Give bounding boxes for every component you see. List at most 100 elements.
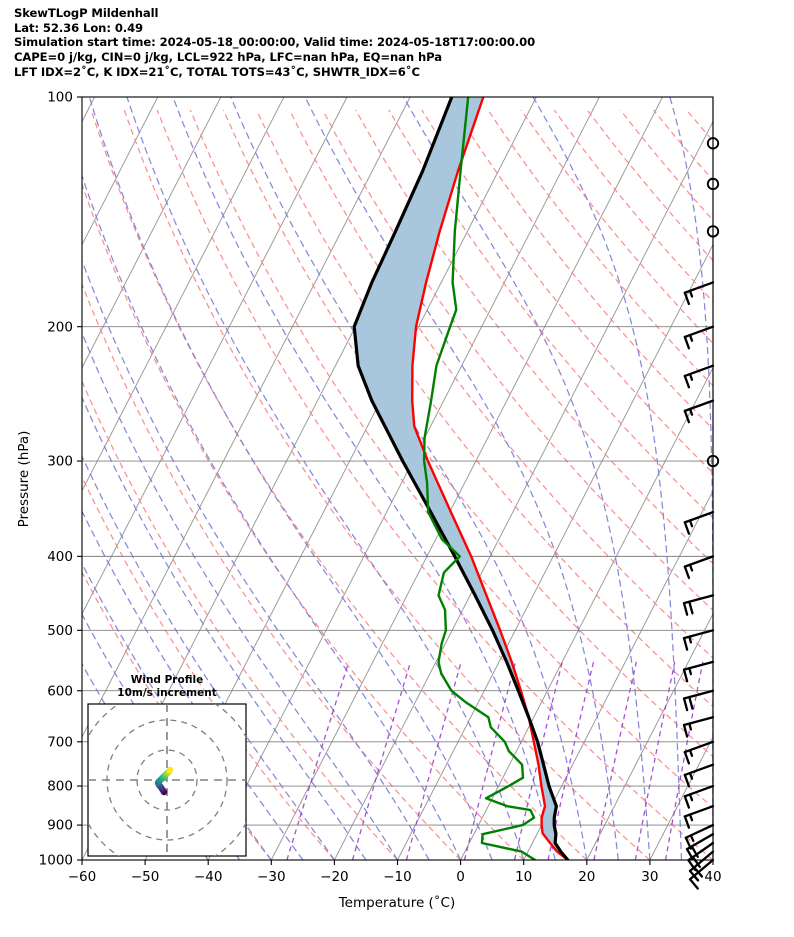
wind-barb bbox=[683, 763, 715, 788]
y-tick-label: 400 bbox=[47, 549, 73, 565]
dry-adiabat-line bbox=[255, 109, 713, 708]
moist-adiabat-line bbox=[172, 97, 556, 860]
barb-full-flag bbox=[683, 335, 691, 350]
wind-barb bbox=[682, 660, 715, 683]
x-tick-label: 0 bbox=[456, 869, 465, 885]
x-tick-label: 30 bbox=[641, 869, 658, 885]
dry-adiabat-line bbox=[82, 570, 272, 860]
x-tick-label: 10 bbox=[515, 869, 532, 885]
y-tick-label: 300 bbox=[47, 454, 73, 470]
x-tick-label: −20 bbox=[320, 869, 349, 885]
barb-half-flag bbox=[688, 372, 694, 381]
barb-full-flag bbox=[683, 291, 691, 306]
hodograph-content bbox=[88, 704, 246, 856]
barb-full-flag bbox=[691, 855, 701, 869]
background-grid-lines bbox=[82, 97, 794, 860]
barb-full-flag bbox=[687, 859, 697, 872]
header-latlon: Lat: 52.36 Lon: 0.49 bbox=[14, 20, 144, 35]
x-tick-label: −60 bbox=[68, 869, 97, 885]
barb-full-flag bbox=[684, 836, 693, 850]
wind-barb bbox=[683, 510, 715, 535]
isotherm-line bbox=[82, 97, 411, 738]
isotherm-line bbox=[397, 243, 713, 860]
isotherm-line bbox=[270, 97, 663, 860]
moist-adiabat-line bbox=[82, 509, 304, 860]
isotherm-line bbox=[460, 366, 713, 860]
dewpoint-profile-line bbox=[422, 97, 537, 860]
mixing-ratio-line bbox=[664, 661, 704, 860]
header-times: Simulation start time: 2024-05-18_00:00:… bbox=[14, 35, 536, 50]
dry-adiabat-line bbox=[421, 109, 713, 474]
barb-half-flag bbox=[688, 519, 694, 528]
moist-adiabat-line bbox=[82, 258, 430, 860]
barb-full-flag bbox=[682, 602, 689, 616]
wind-barb bbox=[683, 325, 715, 350]
y-tick-label: 600 bbox=[47, 683, 73, 699]
header-indices-line: LFT IDX=2˚C, K IDX=21˚C, TOTAL TOTS=43˚C… bbox=[14, 64, 420, 79]
x-tick-label: −30 bbox=[257, 869, 286, 885]
barb-half-flag bbox=[688, 289, 694, 298]
moist-adiabat-line bbox=[532, 97, 683, 860]
barb-full-flag bbox=[688, 695, 694, 710]
temperature-profile-line bbox=[352, 97, 570, 860]
inset-title-line1: Wind Profile bbox=[131, 674, 203, 686]
isotherm-line bbox=[82, 97, 159, 246]
y-tick-label: 700 bbox=[47, 734, 73, 750]
isotherm-line bbox=[712, 859, 713, 860]
wind-barb bbox=[683, 805, 715, 829]
dry-adiabat-line bbox=[289, 109, 713, 659]
hodograph-point bbox=[166, 766, 174, 773]
dry-adiabat-line bbox=[82, 379, 398, 860]
y-tick-label: 800 bbox=[47, 779, 73, 795]
barb-full-flag bbox=[682, 636, 689, 651]
wind-barb bbox=[685, 833, 715, 861]
barb-half-flag bbox=[688, 793, 694, 802]
wind-barb bbox=[682, 689, 715, 712]
barb-half-flag bbox=[689, 834, 695, 843]
dry-adiabat-line bbox=[355, 109, 713, 565]
moist-adiabat-line bbox=[745, 97, 768, 860]
barb-full-flag bbox=[682, 668, 689, 683]
wind-barb bbox=[683, 784, 715, 809]
y-tick-label: 900 bbox=[47, 818, 73, 834]
moist-adiabat-line bbox=[403, 97, 651, 860]
x-tick-label: −40 bbox=[194, 869, 223, 885]
isotherm-line bbox=[523, 489, 713, 860]
y-tick-label: 200 bbox=[47, 319, 73, 335]
moist-adiabat-line bbox=[82, 173, 462, 860]
dry-adiabat-line bbox=[786, 110, 794, 860]
y-tick-label: 1000 bbox=[39, 853, 73, 869]
wind-barb bbox=[682, 629, 715, 651]
moist-adiabat-line bbox=[82, 331, 399, 860]
x-axis-ticks: −60 −50 −40 −30 −20 −10 0 10 20 30 40 bbox=[68, 860, 722, 885]
barb-full-flag bbox=[683, 521, 691, 535]
isotherm-line bbox=[333, 120, 713, 860]
barb-full-flag bbox=[688, 600, 694, 615]
cape-shaded-region bbox=[354, 97, 568, 860]
x-tick-label: 20 bbox=[578, 869, 595, 885]
dry-adiabat-line bbox=[322, 109, 713, 612]
y-axis-ticks: 100 200 300 400 500 600 700 800 900 1000 bbox=[39, 90, 82, 869]
barb-half-flag bbox=[688, 563, 694, 572]
x-axis-title: Temperature (˚C) bbox=[338, 894, 456, 911]
isotherm-line bbox=[82, 97, 222, 369]
wind-barb bbox=[683, 281, 715, 306]
barb-full-flag bbox=[682, 697, 689, 712]
barb-half-flag bbox=[688, 749, 694, 757]
dry-adiabat-line bbox=[753, 110, 794, 860]
barb-full-flag bbox=[682, 723, 689, 738]
barb-half-flag bbox=[688, 407, 694, 416]
y-tick-label: 500 bbox=[47, 623, 73, 639]
mixing-ratio-line bbox=[351, 661, 412, 860]
dry-adiabat-line bbox=[720, 110, 794, 860]
moist-adiabat-line bbox=[304, 97, 619, 860]
y-tick-label: 100 bbox=[47, 90, 73, 106]
wind-barb bbox=[683, 740, 715, 765]
barb-full-flag bbox=[683, 374, 691, 389]
barb-half-flag bbox=[688, 635, 693, 644]
isotherm-line bbox=[776, 97, 794, 860]
moist-adiabat-line bbox=[776, 97, 794, 860]
barb-full-flag bbox=[683, 409, 691, 424]
y-axis-title: Pressure (hPa) bbox=[16, 431, 32, 528]
